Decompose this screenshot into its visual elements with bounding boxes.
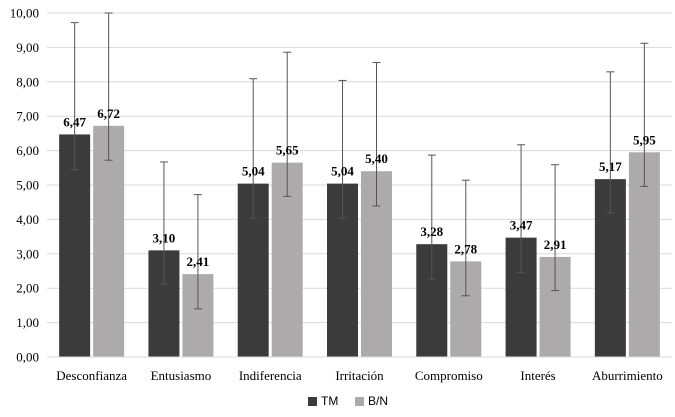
x-axis-category-labels: Desconfianza Entusiasmo Indiferencia Irrita… bbox=[56, 368, 662, 383]
data-labels: 6,47 6,72 3,10 2,41 5,04 5,65 5,04 5,40 3,28 2,78… bbox=[63, 106, 656, 269]
data-label: 2,41 bbox=[187, 254, 210, 269]
data-label: 5,65 bbox=[276, 143, 299, 158]
y-axis-tick-labels: 0,00 1,00 2,00 3,00 4,00 5,00 6,00 7,00 8,00 9,00… bbox=[10, 6, 39, 365]
legend-swatch bbox=[308, 397, 317, 406]
y-tick-label: 7,00 bbox=[16, 109, 39, 124]
y-tick-label: 8,00 bbox=[16, 74, 39, 89]
error-bar bbox=[517, 144, 526, 274]
category-label: Desconfianza bbox=[56, 368, 127, 383]
data-label: 6,72 bbox=[97, 106, 120, 121]
error-bar bbox=[193, 194, 202, 310]
error-bar bbox=[427, 154, 436, 280]
y-tick-label: 0,00 bbox=[16, 350, 39, 365]
category-label: Compromiso bbox=[415, 368, 483, 383]
category-label: Interés bbox=[520, 368, 555, 383]
data-label: 5,40 bbox=[365, 151, 388, 166]
data-label: 3,47 bbox=[510, 218, 533, 233]
data-label: 3,10 bbox=[153, 230, 176, 245]
legend-swatch bbox=[355, 397, 364, 406]
y-tick-label: 6,00 bbox=[16, 143, 39, 158]
category-label: Indiferencia bbox=[239, 368, 302, 383]
data-label: 5,04 bbox=[331, 164, 354, 179]
y-tick-label: 4,00 bbox=[16, 212, 39, 227]
error-bar bbox=[372, 62, 381, 207]
y-tick-label: 5,00 bbox=[16, 178, 39, 193]
legend-label: TM bbox=[321, 394, 338, 408]
legend: TM B/N bbox=[308, 394, 388, 408]
bars bbox=[59, 125, 660, 357]
legend-label: B/N bbox=[368, 394, 388, 408]
data-label: 3,28 bbox=[420, 224, 443, 239]
error-bars bbox=[70, 12, 649, 310]
gridlines bbox=[47, 12, 672, 358]
error-bar bbox=[283, 51, 292, 197]
y-tick-label: 1,00 bbox=[16, 315, 39, 330]
data-label: 6,47 bbox=[63, 114, 86, 129]
error-bar bbox=[640, 42, 649, 187]
error-bar bbox=[461, 179, 470, 297]
data-label: 5,17 bbox=[599, 159, 622, 174]
error-bar bbox=[606, 71, 615, 214]
data-label: 2,78 bbox=[454, 241, 477, 256]
data-label: 5,95 bbox=[633, 132, 656, 147]
category-label: Aburrimiento bbox=[592, 368, 663, 383]
category-label: Irritación bbox=[335, 368, 384, 383]
error-bar bbox=[551, 164, 560, 292]
bar-bn-0 bbox=[93, 125, 125, 357]
error-bar bbox=[104, 12, 113, 161]
error-bar bbox=[159, 161, 168, 285]
data-label: 2,91 bbox=[544, 237, 567, 252]
y-tick-label: 10,00 bbox=[10, 6, 39, 21]
data-label: 5,04 bbox=[242, 164, 265, 179]
error-bar bbox=[338, 79, 347, 219]
error-bar bbox=[70, 22, 79, 171]
y-tick-label: 2,00 bbox=[16, 281, 39, 296]
y-tick-label: 9,00 bbox=[16, 40, 39, 55]
error-bar bbox=[249, 78, 258, 219]
y-tick-label: 3,00 bbox=[16, 246, 39, 261]
category-label: Entusiasmo bbox=[151, 368, 212, 383]
bar-tm-0 bbox=[59, 134, 91, 357]
